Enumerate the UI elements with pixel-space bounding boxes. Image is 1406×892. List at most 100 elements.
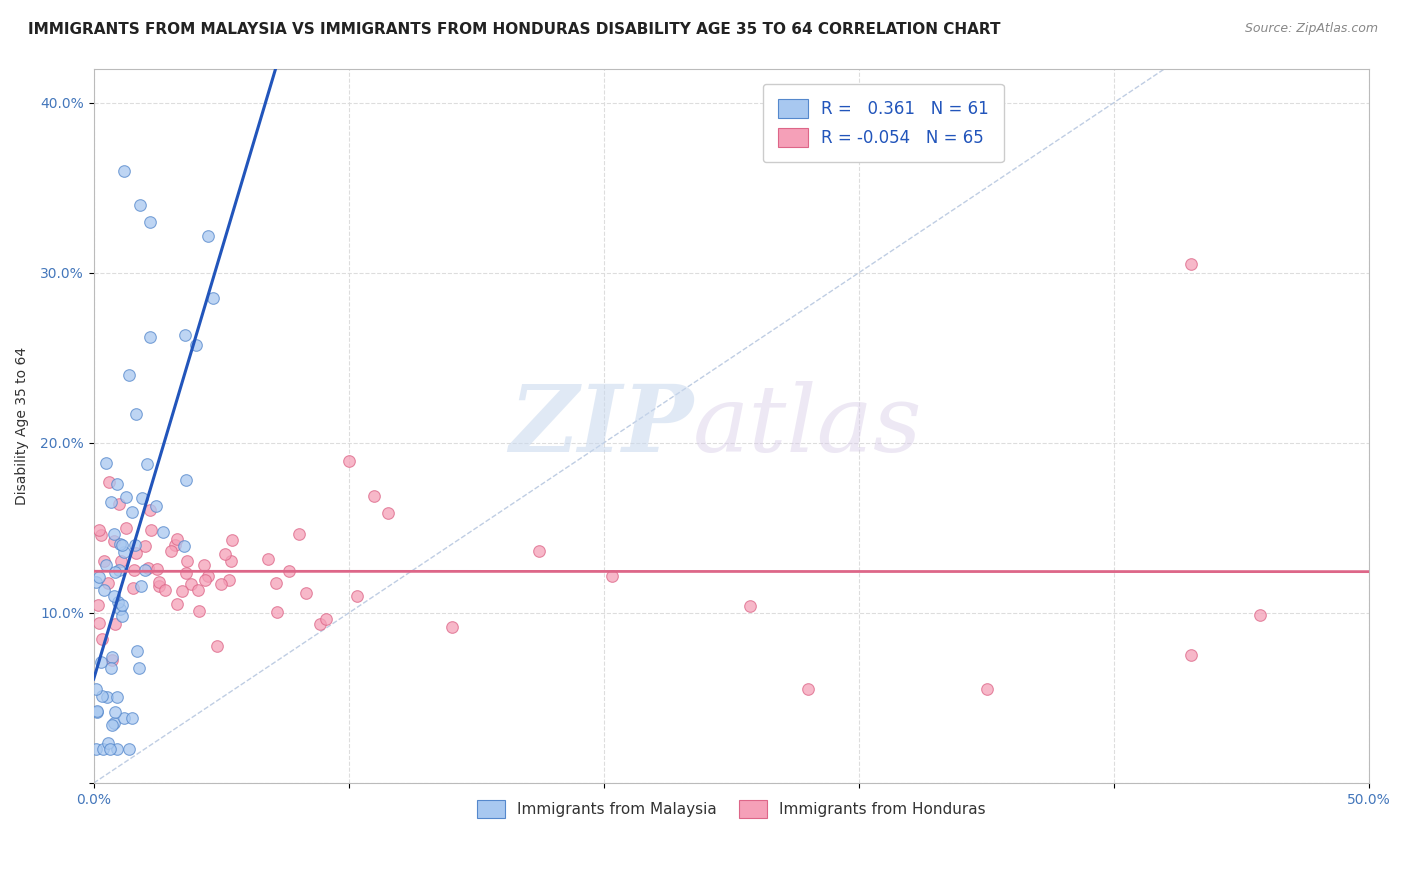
Point <box>104 616 127 631</box>
Point <box>146 562 169 576</box>
Point <box>174 473 197 487</box>
Point <box>738 599 761 613</box>
Point <box>108 497 131 511</box>
Point <box>194 573 217 587</box>
Point <box>111 599 134 613</box>
Point <box>278 564 301 578</box>
Point <box>111 608 134 623</box>
Legend: Immigrants from Malaysia, Immigrants from Honduras: Immigrants from Malaysia, Immigrants fro… <box>470 792 994 825</box>
Point <box>187 582 209 597</box>
Point <box>128 197 150 211</box>
Point <box>112 163 135 178</box>
Point <box>148 579 170 593</box>
Point <box>377 506 399 520</box>
Point <box>101 718 124 732</box>
Point <box>87 599 110 613</box>
Point <box>173 539 195 553</box>
Point <box>209 577 232 591</box>
Point <box>221 533 243 547</box>
Point <box>93 554 115 568</box>
Point <box>107 594 129 608</box>
Point <box>134 563 156 577</box>
Point <box>122 563 145 577</box>
Point <box>201 291 224 305</box>
Point <box>97 736 120 750</box>
Point <box>84 682 107 697</box>
Point <box>176 553 198 567</box>
Point <box>148 574 170 589</box>
Point <box>207 640 229 654</box>
Point <box>166 533 188 547</box>
Point <box>193 558 215 572</box>
Point <box>84 575 107 590</box>
Point <box>197 569 219 583</box>
Point <box>100 661 122 675</box>
Point <box>308 617 330 632</box>
Point <box>94 456 117 470</box>
Point <box>1180 257 1202 271</box>
Point <box>105 742 128 756</box>
Point <box>90 655 112 669</box>
Point <box>172 584 194 599</box>
Point <box>184 337 207 351</box>
Point <box>139 214 162 228</box>
Point <box>160 544 183 558</box>
Point <box>180 576 202 591</box>
Point <box>600 568 623 582</box>
Point <box>87 616 110 631</box>
Point <box>121 581 143 595</box>
Text: atlas: atlas <box>693 381 922 471</box>
Point <box>124 538 146 552</box>
Point <box>91 689 114 703</box>
Point <box>138 561 160 575</box>
Point <box>110 602 132 616</box>
Point <box>218 573 240 587</box>
Point <box>112 545 135 559</box>
Point <box>91 632 114 647</box>
Point <box>107 563 129 577</box>
Point <box>529 543 551 558</box>
Point <box>174 566 197 580</box>
Point <box>118 368 141 382</box>
Point <box>121 711 143 725</box>
Point <box>104 565 127 579</box>
Point <box>100 495 122 509</box>
Point <box>86 704 108 718</box>
Point <box>108 537 131 551</box>
Point <box>257 551 280 566</box>
Point <box>152 524 174 539</box>
Point <box>153 583 176 598</box>
Point <box>363 489 385 503</box>
Point <box>131 491 153 505</box>
Point <box>86 742 108 756</box>
Point <box>98 742 121 756</box>
Text: Source: ZipAtlas.com: Source: ZipAtlas.com <box>1244 22 1378 36</box>
Point <box>138 503 160 517</box>
Point <box>97 475 120 490</box>
Point <box>96 690 118 704</box>
Point <box>264 575 287 590</box>
Point <box>197 228 219 243</box>
Text: IMMIGRANTS FROM MALAYSIA VS IMMIGRANTS FROM HONDURAS DISABILITY AGE 35 TO 64 COR: IMMIGRANTS FROM MALAYSIA VS IMMIGRANTS F… <box>28 22 1001 37</box>
Point <box>134 540 156 554</box>
Point <box>1180 648 1202 663</box>
Point <box>86 705 108 719</box>
Point <box>1249 608 1271 623</box>
Point <box>93 583 115 598</box>
Point <box>337 454 360 468</box>
Point <box>115 490 138 504</box>
Point <box>315 612 337 626</box>
Point <box>118 742 141 756</box>
Point <box>100 649 122 664</box>
Point <box>101 652 124 666</box>
Point <box>214 547 236 561</box>
Point <box>188 605 211 619</box>
Point <box>288 527 311 541</box>
Text: ZIP: ZIP <box>509 381 693 471</box>
Point <box>128 661 150 675</box>
Point <box>111 538 134 552</box>
Point <box>105 477 128 491</box>
Point <box>135 457 157 471</box>
Point <box>138 330 160 344</box>
Point <box>97 575 120 590</box>
